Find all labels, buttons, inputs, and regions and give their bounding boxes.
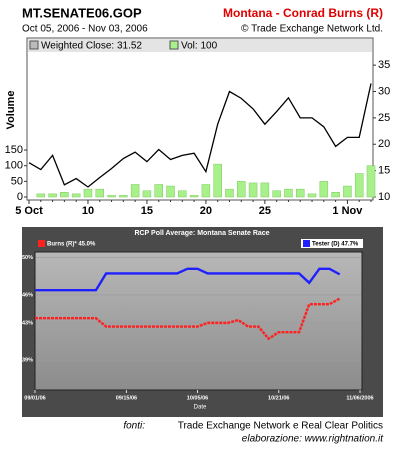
volume-bar: [71, 193, 81, 198]
volume-bar: [354, 173, 364, 198]
y2-tick-label: 20: [378, 138, 390, 150]
legend-label: Weighted Close: 31.52: [41, 41, 142, 52]
x-tick-label: 09/01/06: [24, 395, 45, 401]
volume-bar: [166, 185, 175, 198]
x-tick-label: 5 Oct: [15, 205, 43, 217]
volume-bar: [142, 190, 152, 198]
subtitle: Oct 05, 2006 - Nov 03, 2006: [22, 24, 148, 35]
copyright: © Trade Exchange Network Ltd.: [241, 24, 383, 35]
y-tick-label: 46%: [22, 292, 33, 298]
volume-bar: [343, 185, 352, 198]
y-tick-label: 0: [17, 191, 23, 203]
volume-bar: [107, 195, 116, 198]
volume-bar: [83, 188, 93, 198]
volume-bar: [225, 188, 234, 198]
y2-tick-label: 25: [378, 112, 390, 124]
volume-bar: [189, 195, 199, 198]
volume-bar: [319, 181, 329, 198]
race-title: Montana - Conrad Burns (R): [223, 6, 383, 20]
volume-bar: [260, 182, 270, 198]
y-tick-label: 39%: [22, 358, 33, 364]
volume-bar: [213, 163, 222, 198]
legend-swatch: [169, 40, 179, 50]
poll-line: [35, 297, 341, 341]
poll-line: [35, 267, 341, 292]
x-tick-label: 15: [141, 205, 153, 217]
y-tick-label: 100: [5, 160, 23, 172]
x-tick-label: 09/15/06: [116, 395, 137, 401]
y-tick-label: 50%: [22, 255, 33, 261]
legend-label: Vol: 100: [181, 41, 218, 52]
x-tick-label: 20: [200, 205, 212, 217]
legend-swatch: [29, 40, 39, 50]
volume-bar: [366, 165, 376, 198]
legend-swatch: [38, 240, 45, 247]
y2-tick-label: 30: [378, 85, 390, 97]
chart-title: MT.SENATE06.GOP: [22, 5, 142, 20]
volume-bar: [201, 184, 211, 198]
legend-label: Burns (R)* 45.0%: [47, 242, 96, 248]
volume-bar: [130, 184, 140, 198]
plot-frame: [26, 37, 374, 201]
volume-bar: [178, 190, 187, 198]
volume-bar: [237, 181, 246, 198]
y2-tick-label: 35: [378, 59, 390, 71]
x-axis-label: Date: [194, 405, 207, 411]
poll-plot: [34, 251, 363, 391]
poll-title: RCP Poll Average: Montana Senate Race: [134, 230, 269, 237]
price-line: [28, 83, 372, 188]
volume-bar: [307, 193, 317, 198]
caption-elab: elaborazione: www.rightnation.it: [242, 434, 384, 445]
volume-bar: [154, 184, 163, 198]
caption-sources: Trade Exchange Network e Real Clear Poli…: [178, 421, 383, 432]
volume-bar: [119, 195, 128, 198]
volume-bar: [48, 193, 57, 198]
legend-swatch: [303, 240, 310, 247]
volume-bar: [36, 193, 46, 198]
volume-bar: [295, 188, 305, 198]
volume-bar: [95, 188, 105, 198]
x-tick-label: 10/21/06: [268, 395, 289, 401]
y-axis-label: Volume: [5, 91, 17, 130]
volume-bar: [331, 192, 340, 198]
legend-box: [301, 239, 363, 248]
y-tick-label: 150: [5, 144, 23, 156]
legend-label: Tester (D) 47.7%: [312, 242, 359, 248]
caption-fonti: fonti:: [123, 421, 145, 432]
legend-band: [28, 39, 372, 52]
volume-bar: [284, 188, 293, 198]
volume-bar: [60, 192, 69, 198]
x-tick-label: 10/05/06: [187, 395, 208, 401]
x-tick-label: 25: [259, 205, 271, 217]
y-tick-label: 50: [11, 175, 23, 187]
volume-bar: [248, 182, 258, 198]
y-tick-label: 43%: [22, 320, 33, 326]
x-tick-label: 11/06/2006: [346, 395, 373, 401]
y2-tick-label: 10: [378, 191, 390, 203]
y2-tick-label: 15: [378, 165, 390, 177]
x-tick-label: 10: [82, 205, 94, 217]
volume-bar: [272, 190, 281, 198]
x-tick-label: 1 Nov: [332, 205, 363, 217]
